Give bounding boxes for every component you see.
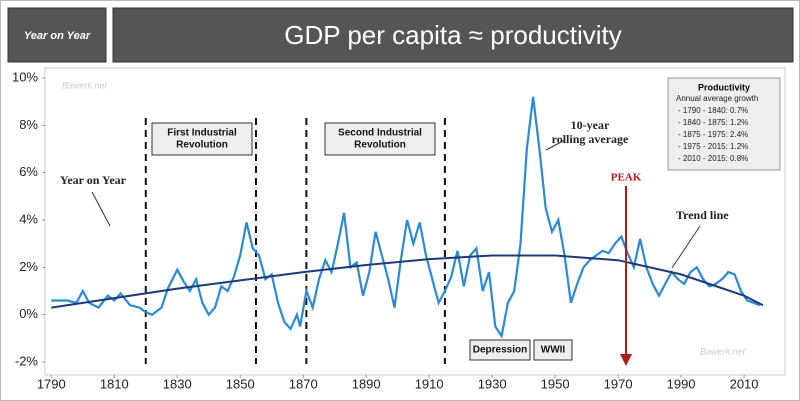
era-label: Second Industrial — [338, 128, 422, 139]
event-label: Depression — [473, 345, 527, 356]
era-box — [151, 122, 253, 156]
yoy-label: Year on Year — [60, 173, 127, 187]
y-tick-label: 6% — [19, 164, 38, 179]
x-tick-label: 1990 — [667, 376, 696, 391]
rolling-pointer — [545, 139, 566, 151]
x-tick-label: 1890 — [352, 376, 381, 391]
x-tick-label: 1910 — [415, 376, 444, 391]
era-label: Revolution — [354, 140, 406, 151]
event-label: WWII — [541, 345, 566, 356]
trend-label: Trend line — [676, 208, 729, 222]
productivity-item: - 1975 - 2015: 1.2% — [678, 142, 748, 151]
header-tab — [7, 7, 107, 63]
watermark: Bawerk.net — [700, 346, 746, 356]
era-label: First Industrial — [167, 128, 237, 139]
productivity-item: - 1840 - 1875: 1.2% — [678, 118, 748, 127]
trend-pointer — [671, 225, 701, 269]
chart-title: GDP per capita ≈ productivity — [284, 20, 622, 50]
rolling-label: rolling average — [552, 132, 629, 146]
y-tick-label: -2% — [15, 353, 39, 368]
header-label: Year on Year — [24, 30, 91, 42]
y-tick-label: 0% — [19, 306, 38, 321]
x-tick-label: 1870 — [289, 376, 318, 391]
y-tick-label: 2% — [19, 259, 38, 274]
era-box — [324, 122, 436, 156]
peak-arrowhead — [620, 354, 632, 366]
x-tick-label: 1930 — [478, 376, 507, 391]
productivity-box — [667, 77, 781, 171]
watermark: Bawerk.net — [62, 80, 108, 90]
x-tick-label: 1950 — [541, 376, 570, 391]
event-box — [469, 339, 531, 361]
x-tick-label: 1810 — [100, 376, 129, 391]
x-tick-label: 1830 — [163, 376, 192, 391]
productivity-item: - 2010 - 2015: 0.8% — [678, 154, 748, 163]
x-tick-label: 1790 — [37, 376, 66, 391]
era-label: Revolution — [176, 140, 228, 151]
y-tick-label: 4% — [19, 211, 38, 226]
event-box — [533, 339, 573, 361]
rolling-label: 10-year — [571, 118, 610, 132]
plot-frame — [44, 67, 786, 376]
y-tick-label: 10% — [12, 69, 38, 84]
title-box — [112, 7, 794, 63]
peak-label: PEAK — [611, 172, 642, 184]
productivity-item: - 1790 - 1840: 0.7% — [678, 106, 748, 115]
x-tick-label: 2010 — [730, 376, 759, 391]
productivity-title: Productivity — [698, 82, 750, 92]
yoy-pointer — [91, 191, 111, 227]
x-tick-label: 1850 — [226, 376, 255, 391]
productivity-item: - 1875 - 1975: 2.4% — [678, 130, 748, 139]
series-line — [51, 254, 764, 309]
productivity-subtitle: Annual average growth — [676, 94, 758, 103]
y-tick-label: 8% — [19, 117, 38, 132]
x-tick-label: 1970 — [604, 376, 633, 391]
